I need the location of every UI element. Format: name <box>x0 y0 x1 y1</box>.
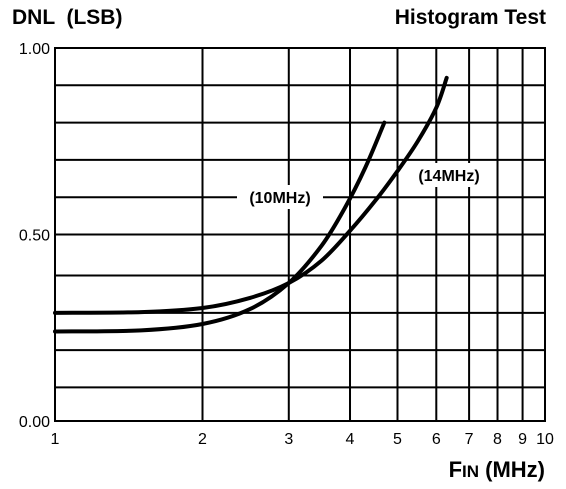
y-tick-label: 1.00 <box>19 41 50 58</box>
chart-title: Histogram Test <box>394 6 546 29</box>
y-tick-label: 0.50 <box>19 228 50 245</box>
x-tick-label: 7 <box>465 431 474 448</box>
x-axis-label-main: F <box>449 457 462 482</box>
x-tick-label: 10 <box>536 431 554 448</box>
x-tick-label: 8 <box>493 431 502 448</box>
annotation-bg-10mhz <box>237 185 323 209</box>
annotation-14mhz: (14MHz) <box>418 168 479 185</box>
x-tick-label: 9 <box>518 431 527 448</box>
x-tick-label: 1 <box>51 431 60 448</box>
tick-labels: 1 2 3 4 5 6 7 8 9 10 0.00 0.50 1.00 <box>19 41 554 448</box>
x-tick-label: 3 <box>284 431 293 448</box>
x-tick-label: 5 <box>393 431 402 448</box>
plot-frame <box>54 47 546 422</box>
annotation-10mhz: (10MHz) <box>249 190 310 207</box>
x-tick-label: 6 <box>432 431 441 448</box>
x-axis-label-unit: (MHz) <box>479 457 545 482</box>
series-lines <box>53 75 449 334</box>
x-axis-label: FIN (MHz) <box>449 457 545 482</box>
x-axis-label-sub: IN <box>462 462 479 481</box>
grid <box>55 48 545 421</box>
y-axis-label: DNL (LSB) <box>12 6 123 29</box>
x-tick-label: 4 <box>346 431 355 448</box>
series-line-10mhz <box>53 120 387 334</box>
series-line-14mhz <box>53 75 449 315</box>
x-tick-label: 2 <box>198 431 207 448</box>
y-tick-label: 0.00 <box>19 414 50 431</box>
series-annotations: (10MHz) (14MHz) <box>237 163 492 209</box>
annotation-bg-14mhz <box>406 163 492 187</box>
